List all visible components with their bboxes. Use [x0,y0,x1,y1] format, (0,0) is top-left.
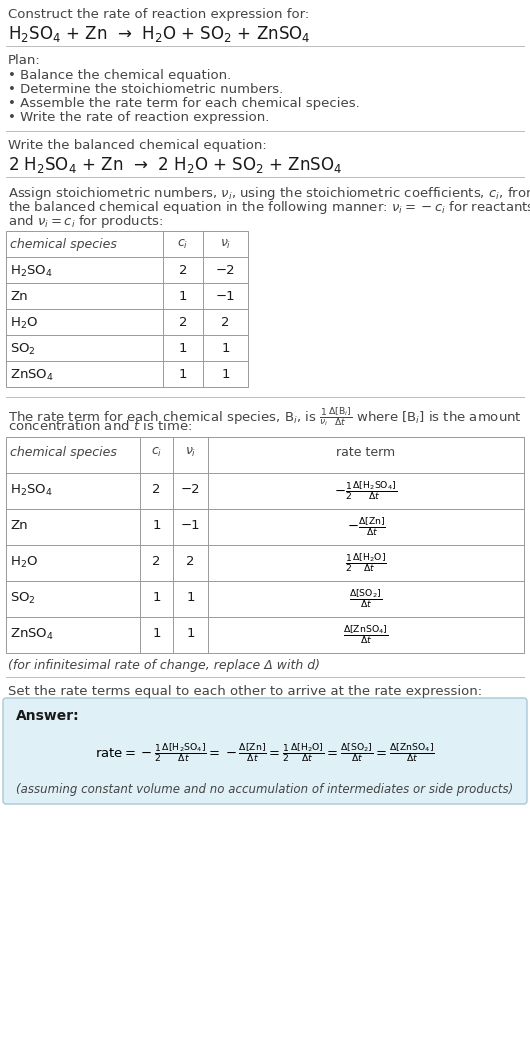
Text: Answer:: Answer: [16,709,80,723]
Text: −2: −2 [181,483,200,496]
Text: 1: 1 [152,627,161,640]
Text: $\mathrm{rate} = -\frac{1}{2}\frac{\Delta[\mathrm{H_2SO_4}]}{\Delta t} = -\frac{: $\mathrm{rate} = -\frac{1}{2}\frac{\Delt… [95,742,435,765]
Text: 1: 1 [186,627,195,640]
Text: H$_2$SO$_4$ + Zn  →  H$_2$O + SO$_2$ + ZnSO$_4$: H$_2$SO$_4$ + Zn → H$_2$O + SO$_2$ + ZnS… [8,24,311,44]
Text: 2: 2 [152,483,161,496]
Text: the balanced chemical equation in the following manner: $\nu_i = -c_i$ for react: the balanced chemical equation in the fo… [8,199,530,217]
Text: 1: 1 [152,519,161,532]
Text: $c_i$: $c_i$ [178,238,189,251]
Bar [6,231,248,387]
Text: 1: 1 [186,591,195,604]
Text: $\frac{\Delta[\mathrm{SO_2}]}{\Delta t}$: $\frac{\Delta[\mathrm{SO_2}]}{\Delta t}$ [349,588,383,611]
Text: 2: 2 [179,316,187,329]
FancyBboxPatch shape [3,698,527,804]
Text: $\frac{1}{2}\frac{\Delta[\mathrm{H_2O}]}{\Delta t}$: $\frac{1}{2}\frac{\Delta[\mathrm{H_2O}]}… [345,551,387,574]
Text: 2 H$_2$SO$_4$ + Zn  →  2 H$_2$O + SO$_2$ + ZnSO$_4$: 2 H$_2$SO$_4$ + Zn → 2 H$_2$O + SO$_2$ +… [8,155,342,175]
Text: and $\nu_i = c_i$ for products:: and $\nu_i = c_i$ for products: [8,213,164,230]
Text: rate term: rate term [337,446,395,459]
Text: $\nu_i$: $\nu_i$ [185,446,196,459]
Text: 1: 1 [179,368,187,381]
Text: (assuming constant volume and no accumulation of intermediates or side products): (assuming constant volume and no accumul… [16,783,513,796]
Text: Construct the rate of reaction expression for:: Construct the rate of reaction expressio… [8,8,309,21]
Text: 1: 1 [179,342,187,355]
Text: chemical species: chemical species [10,446,117,459]
Text: • Assemble the rate term for each chemical species.: • Assemble the rate term for each chemic… [8,97,360,110]
Bar [6,437,524,653]
Text: ZnSO$_4$: ZnSO$_4$ [10,627,54,642]
Text: 2: 2 [179,264,187,277]
Text: • Balance the chemical equation.: • Balance the chemical equation. [8,69,231,82]
Text: $-\frac{\Delta[\mathrm{Zn}]}{\Delta t}$: $-\frac{\Delta[\mathrm{Zn}]}{\Delta t}$ [347,516,385,538]
Text: H$_2$O: H$_2$O [10,555,38,570]
Text: ZnSO$_4$: ZnSO$_4$ [10,368,54,383]
Text: 1: 1 [221,368,229,381]
Text: SO$_2$: SO$_2$ [10,591,36,606]
Text: 2: 2 [186,555,195,568]
Text: Zn: Zn [10,290,28,303]
Text: The rate term for each chemical species, B$_i$, is $\frac{1}{\nu_i}\frac{\Delta[: The rate term for each chemical species,… [8,405,522,428]
Text: H$_2$SO$_4$: H$_2$SO$_4$ [10,483,52,498]
Text: 2: 2 [221,316,229,329]
Text: $-\frac{1}{2}\frac{\Delta[\mathrm{H_2SO_4}]}{\Delta t}$: $-\frac{1}{2}\frac{\Delta[\mathrm{H_2SO_… [334,479,398,502]
Text: • Write the rate of reaction expression.: • Write the rate of reaction expression. [8,111,269,124]
Text: (for infinitesimal rate of change, replace Δ with d): (for infinitesimal rate of change, repla… [8,659,320,672]
Text: 1: 1 [179,290,187,303]
Text: 2: 2 [152,555,161,568]
Text: $\frac{\Delta[\mathrm{ZnSO_4}]}{\Delta t}$: $\frac{\Delta[\mathrm{ZnSO_4}]}{\Delta t… [343,623,388,646]
Text: $\nu_i$: $\nu_i$ [220,238,231,251]
Text: 1: 1 [152,591,161,604]
Text: Plan:: Plan: [8,54,41,67]
Text: Zn: Zn [10,519,28,532]
Text: $c_i$: $c_i$ [151,446,162,459]
Text: 1: 1 [221,342,229,355]
Text: concentration and $t$ is time:: concentration and $t$ is time: [8,419,192,433]
Text: −1: −1 [181,519,200,532]
Text: Set the rate terms equal to each other to arrive at the rate expression:: Set the rate terms equal to each other t… [8,685,482,698]
Text: chemical species: chemical species [10,238,117,251]
Text: • Determine the stoichiometric numbers.: • Determine the stoichiometric numbers. [8,83,283,96]
Text: H$_2$SO$_4$: H$_2$SO$_4$ [10,264,52,279]
Text: Assign stoichiometric numbers, $\nu_i$, using the stoichiometric coefficients, $: Assign stoichiometric numbers, $\nu_i$, … [8,185,530,202]
Text: H$_2$O: H$_2$O [10,316,38,332]
Text: −1: −1 [216,290,235,303]
Text: Write the balanced chemical equation:: Write the balanced chemical equation: [8,139,267,152]
Text: −2: −2 [216,264,235,277]
Text: SO$_2$: SO$_2$ [10,342,36,357]
